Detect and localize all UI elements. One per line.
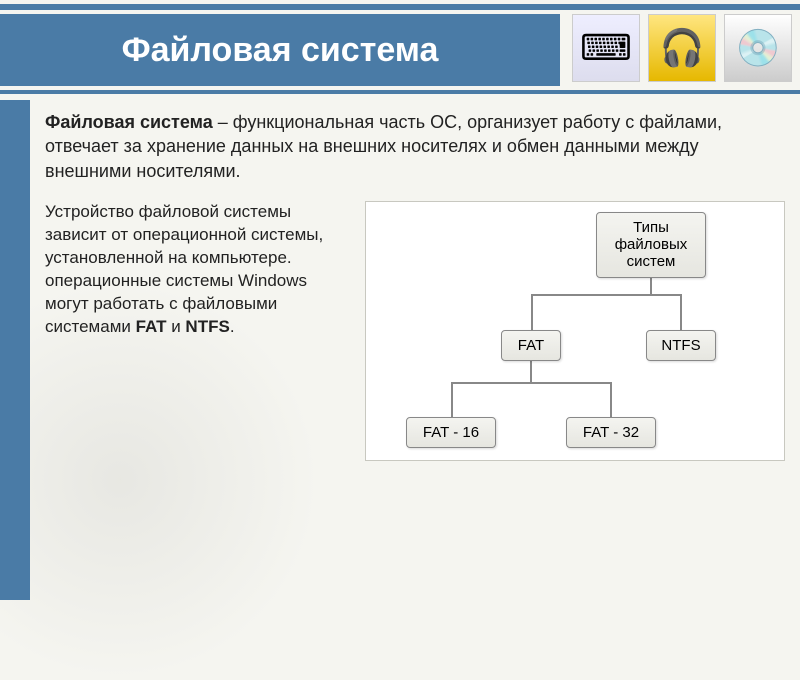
slide-content: Файловая система – функциональная часть … <box>45 110 785 590</box>
conn-to-fat32 <box>610 382 612 417</box>
conn-to-fat16 <box>451 382 453 417</box>
cd-icon: 💿 <box>724 14 792 82</box>
left-sidebar <box>0 100 30 600</box>
node-root-label: Типыфайловыхсистем <box>615 219 688 271</box>
node-fat32: FAT - 32 <box>566 417 656 448</box>
node-fat32-label: FAT - 32 <box>583 424 639 441</box>
left-dot: . <box>230 317 235 336</box>
left-bold-ntfs: NTFS <box>185 317 229 336</box>
slide-title: Файловая система <box>122 31 439 70</box>
lower-row: Устройство файловой системы зависит от о… <box>45 201 785 461</box>
conn-fat-horiz <box>451 382 611 384</box>
definition-paragraph: Файловая система – функциональная часть … <box>45 110 785 183</box>
definition-term: Файловая система <box>45 112 213 132</box>
slide-header: Файловая система ⌨ 🎧 💿 <box>0 0 800 100</box>
left-line1: Устройство файловой системы зависит от о… <box>45 202 323 267</box>
node-fat16: FAT - 16 <box>406 417 496 448</box>
left-and: и <box>166 317 185 336</box>
left-text-block: Устройство файловой системы зависит от о… <box>45 201 345 461</box>
header-rule-bottom <box>0 90 800 94</box>
conn-to-ntfs <box>680 294 682 330</box>
node-ntfs: NTFS <box>646 330 716 361</box>
conn-to-fat <box>531 294 533 330</box>
node-fat-label: FAT <box>518 337 544 354</box>
node-fat16-label: FAT - 16 <box>423 424 479 441</box>
header-icon-row: ⌨ 🎧 💿 <box>572 14 792 82</box>
node-root: Типыфайловыхсистем <box>596 212 706 278</box>
node-fat: FAT <box>501 330 561 361</box>
header-rule-top <box>0 4 800 10</box>
left-bold-fat: FAT <box>136 317 167 336</box>
conn-fat-down <box>530 360 532 382</box>
conn-root-horiz <box>531 294 681 296</box>
filesystem-types-diagram: Типыфайловыхсистем FAT NTFS FAT - 16 FAT… <box>365 201 785 461</box>
headphones-icon: 🎧 <box>648 14 716 82</box>
node-ntfs-label: NTFS <box>661 337 700 354</box>
keyboard-icon: ⌨ <box>572 14 640 82</box>
header-title-bar: Файловая система <box>0 14 560 86</box>
